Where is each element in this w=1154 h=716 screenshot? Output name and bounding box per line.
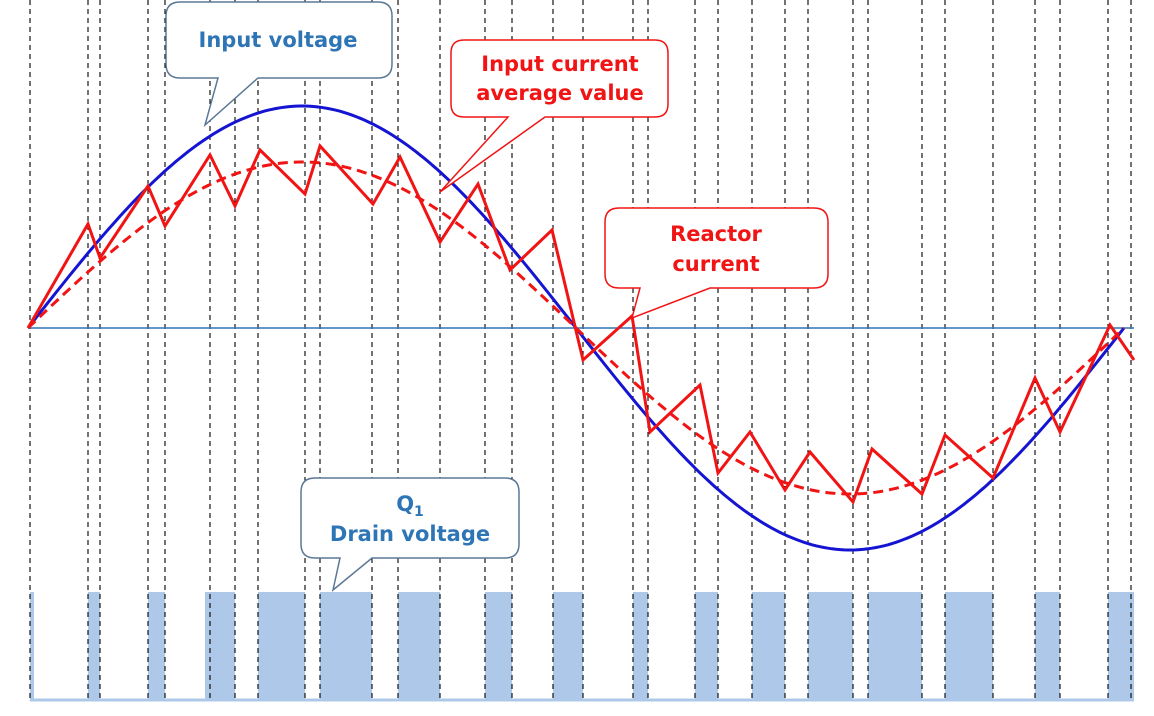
drain-voltage-label-line1: Q1 [396,492,424,520]
drain-voltage-label-line2: Drain voltage [330,522,490,546]
drain-voltage-pulses [30,592,1134,702]
drain-voltage-callout: Q1 Drain voltage [300,477,520,592]
reactor-current-label-line1: Reactor [670,222,762,246]
drain-pulse [485,592,512,700]
input-current-average-callout-box [439,39,669,193]
reactor-current-callout: Reactor current [604,207,829,320]
reactor-current-waveform [26,143,1136,505]
drain-q-label: Q [396,492,414,516]
drain-pulse [695,592,718,700]
drain-pulse [205,592,235,700]
reactor-current-label-line2: current [672,252,759,276]
drain-q-subscript: 1 [414,504,424,520]
drain-voltage-callout-box [300,477,520,592]
input-voltage-label: Input voltage [199,28,358,52]
input-voltage-callout: Input voltage [165,1,393,128]
drain-pulse [148,592,165,700]
drain-pulse [633,592,648,700]
drain-pulse [553,592,583,700]
input-current-average-callout: Input current average value [439,39,669,193]
input-voltage-callout-box [165,1,393,128]
reactor-current-callout-box [604,207,829,320]
drain-pulse [945,592,993,700]
drain-pulse [808,592,853,700]
drain-pulse [258,592,305,700]
drain-pulse [1035,592,1060,700]
drain-pulse [398,592,440,700]
drain-pulse [868,592,922,700]
drain-pulse [752,592,785,700]
drain-pulse [88,592,100,700]
drain-pulse [1108,592,1134,700]
input-current-average-label-line2: average value [476,81,643,105]
input-current-average-label-line1: Input current [481,52,638,76]
drain-pulse [320,592,372,700]
drain-pulse [30,592,34,700]
